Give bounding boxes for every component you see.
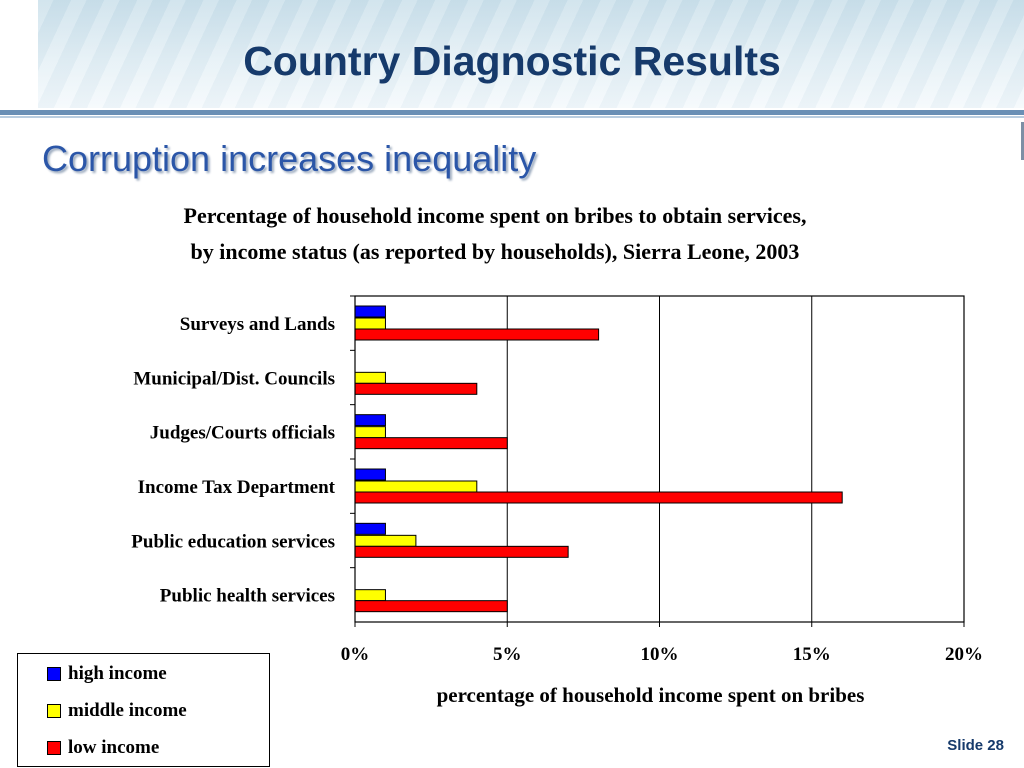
category-label: Judges/Courts officials	[150, 423, 335, 444]
x-tick-label: 15%	[793, 644, 831, 665]
bar-middle-income	[354, 480, 478, 493]
x-tick-label: 10%	[641, 644, 679, 665]
page-title: Country Diagnostic Results	[243, 38, 781, 84]
category-label: Income Tax Department	[138, 477, 336, 498]
bar-middle-income	[354, 534, 417, 547]
category-label: Public health services	[160, 586, 335, 607]
chart-title-line-2: by income status (as reported by househo…	[190, 239, 800, 264]
bar-middle-income	[354, 426, 386, 439]
category-label: Municipal/Dist. Councils	[133, 368, 335, 389]
legend-item-middle-income: middle income	[47, 700, 187, 722]
slide-subtitle: Corruption increases inequality	[42, 138, 537, 179]
bar-high-income	[354, 414, 386, 427]
header-divider-light	[0, 116, 1024, 118]
bar-high-income	[354, 468, 386, 481]
x-tick-label: 0%	[341, 644, 370, 665]
legend-swatch-low-income	[47, 741, 61, 755]
bar-high-income	[354, 305, 386, 318]
bar-low-income	[354, 328, 600, 341]
bar-low-income	[354, 382, 478, 395]
chart-title-line-1: Percentage of household income spent on …	[183, 203, 807, 228]
legend-swatch-high-income	[47, 667, 61, 681]
bar-low-income	[354, 600, 508, 613]
header-band	[38, 0, 1024, 108]
legend-item-low-income: low income	[47, 737, 160, 759]
bar-middle-income	[354, 317, 386, 330]
bar-low-income	[354, 545, 569, 558]
legend-swatch-middle-income	[47, 704, 61, 718]
slide-number: Slide 28	[947, 737, 1004, 754]
x-axis-title: percentage of household income spent on …	[437, 683, 865, 707]
bar-high-income	[354, 522, 386, 535]
bar-middle-income	[354, 371, 386, 384]
header-divider	[0, 110, 1024, 115]
side-marker	[1021, 122, 1024, 160]
bar-low-income	[354, 491, 843, 504]
chart-legend: high income middle income low income	[17, 653, 270, 767]
legend-label-high-income: high income	[68, 663, 167, 684]
legend-item-high-income: high income	[47, 663, 167, 685]
x-tick-label: 20%	[945, 644, 983, 665]
x-tick-label: 5%	[493, 644, 522, 665]
legend-label-middle-income: middle income	[68, 700, 187, 721]
category-label: Public education services	[131, 531, 335, 552]
legend-label-low-income: low income	[68, 737, 160, 758]
bar-middle-income	[354, 589, 386, 602]
category-label: Surveys and Lands	[180, 314, 335, 335]
bar-low-income	[354, 437, 508, 450]
